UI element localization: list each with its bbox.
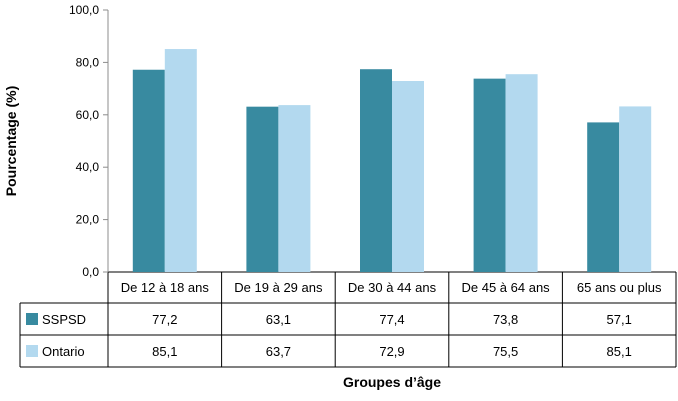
y-tick-label: 80,0 [76, 55, 100, 69]
legend-label-ontario: Ontario [42, 344, 85, 359]
y-tick-label: 0,0 [82, 265, 99, 279]
data-label: 73,8 [493, 312, 518, 327]
legend-label-sspsd: SSPSD [42, 312, 86, 327]
x-tick-label: De 45 à 64 ans [462, 280, 551, 295]
data-label: 85,1 [152, 344, 177, 359]
data-label: 77,4 [379, 312, 404, 327]
data-label: 57,1 [607, 312, 632, 327]
x-tick-label: De 12 à 18 ans [121, 280, 210, 295]
data-label: 75,5 [493, 344, 518, 359]
data-label: 72,9 [379, 344, 404, 359]
bar-sspsd-3 [473, 78, 506, 272]
legend-swatch-ontario [26, 345, 38, 357]
y-tick-label: 40,0 [76, 160, 100, 174]
y-tick-label: 100,0 [69, 3, 99, 17]
bar-sspsd-1 [246, 106, 279, 272]
x-tick-label: De 19 à 29 ans [234, 280, 323, 295]
bar-sspsd-0 [132, 69, 165, 273]
x-tick-label: 65 ans ou plus [577, 280, 662, 295]
data-label: 63,7 [266, 344, 291, 359]
bar-ontario-1 [278, 105, 311, 272]
bars-group [132, 49, 652, 273]
axes-group: 0,0 20,0 40,0 60,0 80,0 100,0 [69, 3, 109, 279]
x-axis-label: Groupes d’âge [343, 374, 441, 390]
data-label: 63,1 [266, 312, 291, 327]
y-tick-label: 60,0 [76, 108, 100, 122]
bar-sspsd-2 [360, 69, 392, 272]
legend-swatch-sspsd [26, 313, 38, 325]
x-tick-label: De 30 à 44 ans [348, 280, 437, 295]
bar-ontario-2 [392, 81, 424, 272]
bar-sspsd-4 [587, 122, 620, 272]
data-label: 77,2 [152, 312, 177, 327]
data-table: De 12 à 18 ans De 19 à 29 ans De 30 à 44 a… [19, 271, 677, 368]
bar-ontario-3 [505, 74, 538, 272]
bar-ontario-4 [619, 106, 652, 272]
data-label: 85,1 [607, 344, 632, 359]
y-tick-label: 20,0 [76, 213, 100, 227]
bar-ontario-0 [164, 49, 197, 273]
y-axis-label: Pourcentage (%) [3, 86, 19, 196]
